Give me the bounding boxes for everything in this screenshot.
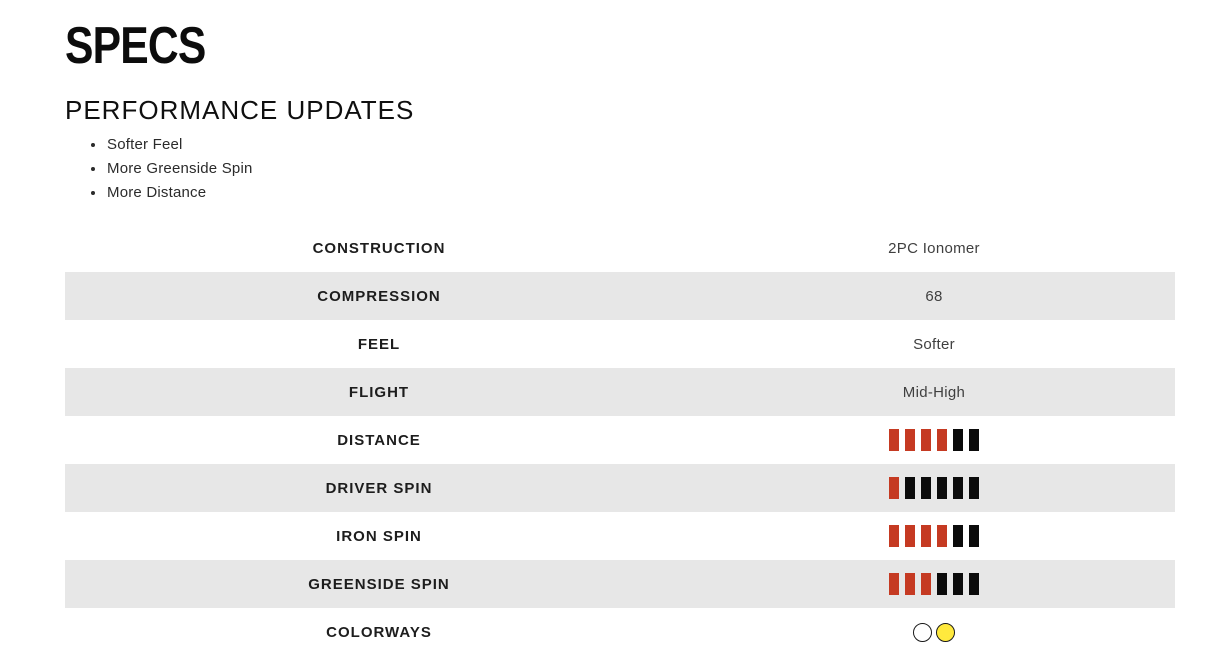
spec-label: COLORWAYS [326,623,432,641]
spec-label: COMPRESSION [317,287,441,305]
table-row: FLIGHT Mid-High [65,368,1175,416]
colorway-swatch-white [913,622,932,642]
spec-label: FLIGHT [348,383,410,401]
spec-value: Softer [913,335,955,353]
spec-value [693,477,1175,499]
spec-value [693,573,1175,595]
rating-bars [889,429,979,451]
rating-bar-filled [905,429,915,451]
spec-label: CONSTRUCTION [312,239,446,257]
rating-bar-empty [969,573,979,595]
rating-bar-empty [969,525,979,547]
table-row: DISTANCE [65,416,1175,464]
spec-label: GREENSIDE SPIN [308,575,450,593]
spec-label: DISTANCE [337,431,421,449]
rating-bar-filled [889,573,899,595]
rating-bar-filled [889,525,899,547]
rating-bar-empty [937,573,947,595]
rating-bar-filled [889,477,899,499]
rating-bars [889,573,979,595]
rating-bar-empty [969,477,979,499]
spec-label: IRON SPIN [336,527,422,545]
table-row: COMPRESSION 68 [65,272,1175,320]
specs-table: CONSTRUCTION 2PC Ionomer COMPRESSION 68 … [65,224,1175,656]
spec-label: FEEL [357,335,401,353]
table-row: COLORWAYS [65,608,1175,656]
rating-bar-empty [953,525,963,547]
spec-value [693,525,1175,547]
table-row: DRIVER SPIN [65,464,1175,512]
table-row: IRON SPIN [65,512,1175,560]
bullet-item: More Distance [106,181,1229,205]
table-row: CONSTRUCTION 2PC Ionomer [65,224,1175,272]
bullet-item: Softer Feel [106,133,1229,157]
spec-label: DRIVER SPIN [325,479,433,497]
rating-bar-empty [921,477,931,499]
spec-value: Mid-High [902,383,966,401]
rating-bar-empty [953,477,963,499]
table-row: GREENSIDE SPIN [65,560,1175,608]
rating-bar-filled [889,429,899,451]
rating-bars [889,525,979,547]
rating-bar-filled [921,429,931,451]
rating-bar-empty [953,573,963,595]
rating-bar-filled [937,525,947,547]
rating-bar-filled [905,573,915,595]
rating-bar-filled [921,573,931,595]
colorway-swatches [913,622,955,642]
spec-value: 2PC Ionomer [888,239,980,257]
spec-value [693,622,1175,642]
colorway-swatch-yellow [936,622,955,642]
rating-bar-empty [969,429,979,451]
page-title: SPECS [65,17,206,75]
rating-bar-empty [953,429,963,451]
spec-value [693,429,1175,451]
rating-bar-filled [905,525,915,547]
rating-bar-empty [937,477,947,499]
rating-bar-empty [905,477,915,499]
rating-bar-filled [921,525,931,547]
performance-bullets: Softer FeelMore Greenside SpinMore Dista… [65,133,1229,205]
rating-bars [889,477,979,499]
performance-updates-heading: PERFORMANCE UPDATES [65,95,415,125]
bullet-item: More Greenside Spin [106,157,1229,181]
rating-bar-filled [937,429,947,451]
spec-value: 68 [925,287,943,305]
table-row: FEEL Softer [65,320,1175,368]
